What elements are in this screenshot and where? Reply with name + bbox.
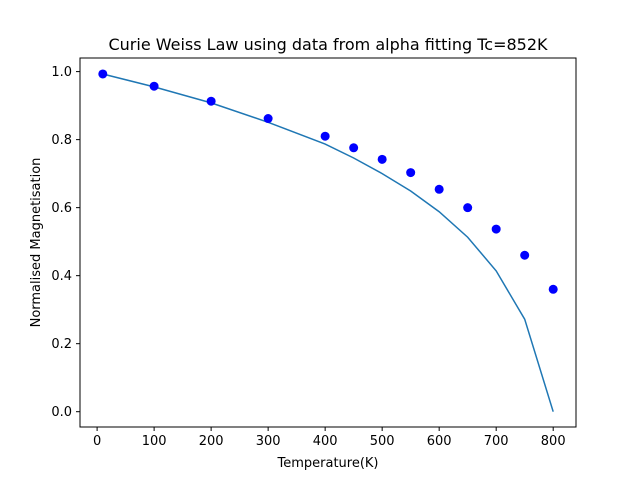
data-point [406, 168, 416, 178]
data-point [98, 69, 108, 79]
plot-area [98, 69, 558, 412]
y-tick-label: 1.0 [51, 65, 72, 80]
series-line [102, 73, 554, 412]
data-point [263, 114, 273, 124]
data-point [320, 131, 330, 141]
x-axis-label: Temperature(K) [276, 456, 378, 471]
chart-title: Curie Weiss Law using data from alpha fi… [108, 35, 548, 54]
y-tick-label: 0.0 [51, 405, 72, 420]
x-tick-label: 600 [427, 434, 452, 449]
axes-frame [79, 57, 577, 428]
y-tick-label: 0.4 [51, 269, 72, 284]
data-point [206, 96, 216, 106]
y-tick-label: 0.2 [51, 337, 72, 352]
y-axis: 0.0 0.2 0.4 0.6 0.8 1.0 [51, 65, 80, 420]
data-point [349, 143, 359, 153]
x-tick-label: 400 [313, 434, 338, 449]
data-point [491, 224, 501, 234]
x-tick-label: 300 [256, 434, 281, 449]
data-point [149, 81, 159, 91]
data-point [463, 203, 473, 213]
x-tick-label: 100 [142, 434, 167, 449]
x-tick-label: 200 [199, 434, 224, 449]
x-axis: 0 100 200 300 400 500 600 700 800 [93, 427, 566, 449]
data-point [548, 284, 558, 294]
y-tick-label: 0.8 [51, 133, 72, 148]
x-tick-label: 700 [484, 434, 509, 449]
x-tick-label: 0 [93, 434, 101, 449]
data-point [377, 154, 387, 164]
data-point [434, 184, 444, 194]
data-point [520, 250, 530, 260]
x-tick-label: 800 [541, 434, 566, 449]
x-tick-label: 500 [370, 434, 395, 449]
y-axis-label: Normalised Magnetisation [29, 158, 44, 328]
y-tick-label: 0.6 [51, 201, 72, 216]
